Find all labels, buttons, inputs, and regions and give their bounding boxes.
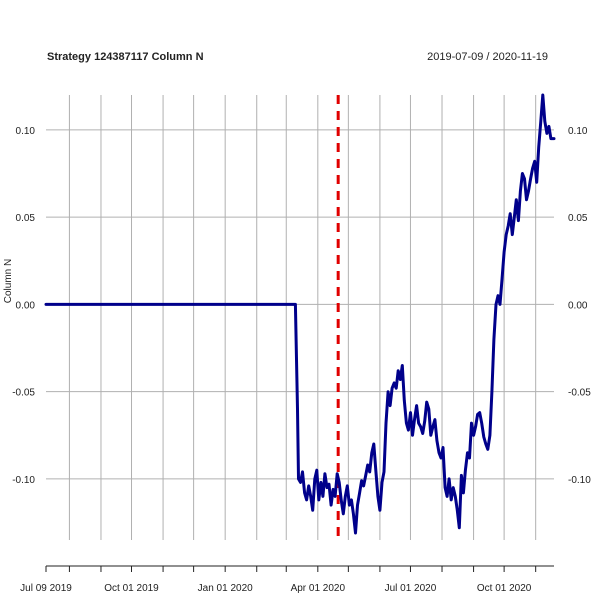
y-tick-label-right: -0.05 [568,388,591,399]
axes-layer: Jul 09 2019 Oct 01 2019 Jan 01 2020 Apr 01 … [12,126,591,594]
date-range-label: 2019-07-09 / 2020-11-19 [427,51,548,63]
x-tick-label: Apr 01 2020 [291,583,346,594]
grid-layer [46,95,554,540]
y-tick-label-left: 0.05 [16,213,36,224]
chart-title: Strategy 124387117 Column N [47,51,204,63]
y-tick-label-left: -0.10 [12,475,35,486]
y-tick-label-left: 0.00 [16,300,36,311]
y-axis-label: Column N [3,259,14,303]
y-tick-label-right: 0.00 [568,300,588,311]
series-line [44,93,556,535]
y-tick-label-right: 0.10 [568,126,588,137]
x-tick-label: Oct 01 2020 [477,583,532,594]
x-tick-label: Jul 09 2019 [20,583,72,594]
y-tick-label-right: 0.05 [568,213,588,224]
x-tick-label: Jul 01 2020 [385,583,437,594]
y-tick-label-right: -0.10 [568,475,591,486]
y-tick-label-left: -0.05 [12,388,35,399]
y-tick-label-left: 0.10 [16,126,36,137]
series-layer [44,93,556,540]
x-tick-label: Jan 01 2020 [198,583,253,594]
x-tick-label: Oct 01 2019 [104,583,159,594]
